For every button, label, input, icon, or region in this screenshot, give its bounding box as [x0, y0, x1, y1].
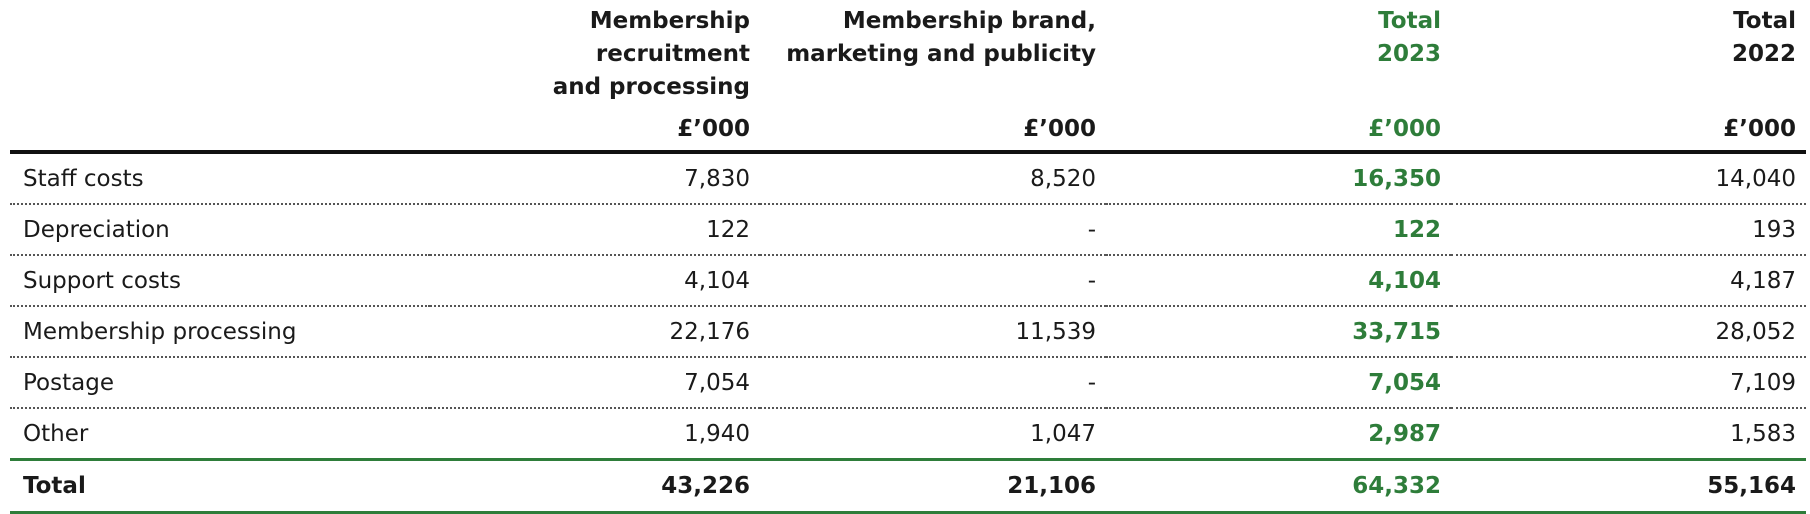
- unit-col4: £’000: [1451, 104, 1806, 154]
- cell-recruitment: 7,830: [430, 152, 760, 205]
- cell-brand: -: [760, 255, 1106, 307]
- row-label: Depreciation: [10, 204, 430, 256]
- row-label: Membership processing: [10, 306, 430, 358]
- unit-col3: £’000: [1106, 104, 1451, 154]
- table-row: Membership processing 22,176 11,539 33,7…: [10, 306, 1806, 358]
- header-total-2022: Total 2022: [1451, 0, 1806, 104]
- header-col3-line1: Total: [1378, 8, 1441, 34]
- unit-col1: £’000: [430, 104, 760, 154]
- header-col1-line1: Membership recruitment: [589, 8, 750, 67]
- cell-total-2023: 33,715: [1106, 306, 1451, 358]
- row-label: Staff costs: [10, 152, 430, 205]
- cell-recruitment: 22,176: [430, 306, 760, 358]
- table-row: Postage 7,054 - 7,054 7,109: [10, 357, 1806, 409]
- cell-total-2022: 7,109: [1451, 357, 1806, 409]
- cell-brand: -: [760, 357, 1106, 409]
- expenditure-table: Membership recruitment and processing Me…: [10, 0, 1806, 514]
- header-col4-line2: 2022: [1731, 41, 1796, 67]
- cell-recruitment: 4,104: [430, 255, 760, 307]
- row-label: Other: [10, 408, 430, 461]
- header-recruitment-processing: Membership recruitment and processing: [430, 0, 760, 104]
- cell-total-2022: 193: [1451, 204, 1806, 256]
- cell-brand: 8,520: [760, 152, 1106, 205]
- cell-brand: 11,539: [760, 306, 1106, 358]
- cell-brand: -: [760, 204, 1106, 256]
- total-2022: 55,164: [1451, 459, 1806, 514]
- cell-total-2023: 4,104: [1106, 255, 1451, 307]
- unit-col2: £’000: [760, 104, 1106, 154]
- cell-brand: 1,047: [760, 408, 1106, 461]
- header-col3-line2: 2023: [1376, 41, 1441, 67]
- header-total-2023: Total 2023: [1106, 0, 1451, 104]
- header-row: Membership recruitment and processing Me…: [10, 0, 1806, 104]
- units-row: £’000 £’000 £’000 £’000: [10, 104, 1806, 154]
- row-label: Support costs: [10, 255, 430, 307]
- cell-total-2022: 14,040: [1451, 152, 1806, 205]
- cell-recruitment: 122: [430, 204, 760, 256]
- header-label-spacer: [10, 0, 430, 104]
- cell-total-2023: 122: [1106, 204, 1451, 256]
- cell-total-2022: 4,187: [1451, 255, 1806, 307]
- header-brand-marketing: Membership brand, marketing and publicit…: [760, 0, 1106, 104]
- cell-total-2022: 28,052: [1451, 306, 1806, 358]
- header-col2-line1: Membership brand,: [842, 8, 1096, 34]
- cell-total-2022: 1,583: [1451, 408, 1806, 461]
- table-row: Depreciation 122 - 122 193: [10, 204, 1806, 256]
- header-col4-line1: Total: [1733, 8, 1796, 34]
- header-col2-line2: marketing and publicity: [786, 41, 1096, 67]
- cell-total-2023: 2,987: [1106, 408, 1451, 461]
- total-label: Total: [10, 459, 430, 514]
- total-recruitment: 43,226: [430, 459, 760, 514]
- total-brand: 21,106: [760, 459, 1106, 514]
- cell-recruitment: 1,940: [430, 408, 760, 461]
- table-row: Staff costs 7,830 8,520 16,350 14,040: [10, 152, 1806, 205]
- header-col1-line2: and processing: [552, 74, 750, 100]
- row-label: Postage: [10, 357, 430, 409]
- units-label-spacer: [10, 104, 430, 154]
- total-2023: 64,332: [1106, 459, 1451, 514]
- table-row: Other 1,940 1,047 2,987 1,583: [10, 408, 1806, 461]
- table-row: Support costs 4,104 - 4,104 4,187: [10, 255, 1806, 307]
- cell-recruitment: 7,054: [430, 357, 760, 409]
- cell-total-2023: 7,054: [1106, 357, 1451, 409]
- total-row: Total 43,226 21,106 64,332 55,164: [10, 459, 1806, 514]
- cell-total-2023: 16,350: [1106, 152, 1451, 205]
